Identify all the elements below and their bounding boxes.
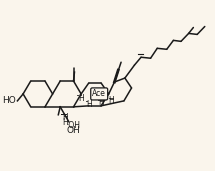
Text: H: H [62, 113, 68, 122]
Text: H: H [78, 94, 84, 103]
Text: Ace: Ace [92, 89, 106, 98]
Text: HO: HO [2, 96, 15, 105]
Text: H: H [62, 118, 68, 127]
Text: OH: OH [67, 126, 80, 135]
Text: H: H [98, 98, 104, 107]
Text: H: H [86, 100, 92, 109]
Text: ·OH: ·OH [66, 121, 81, 130]
Text: H: H [109, 96, 114, 105]
